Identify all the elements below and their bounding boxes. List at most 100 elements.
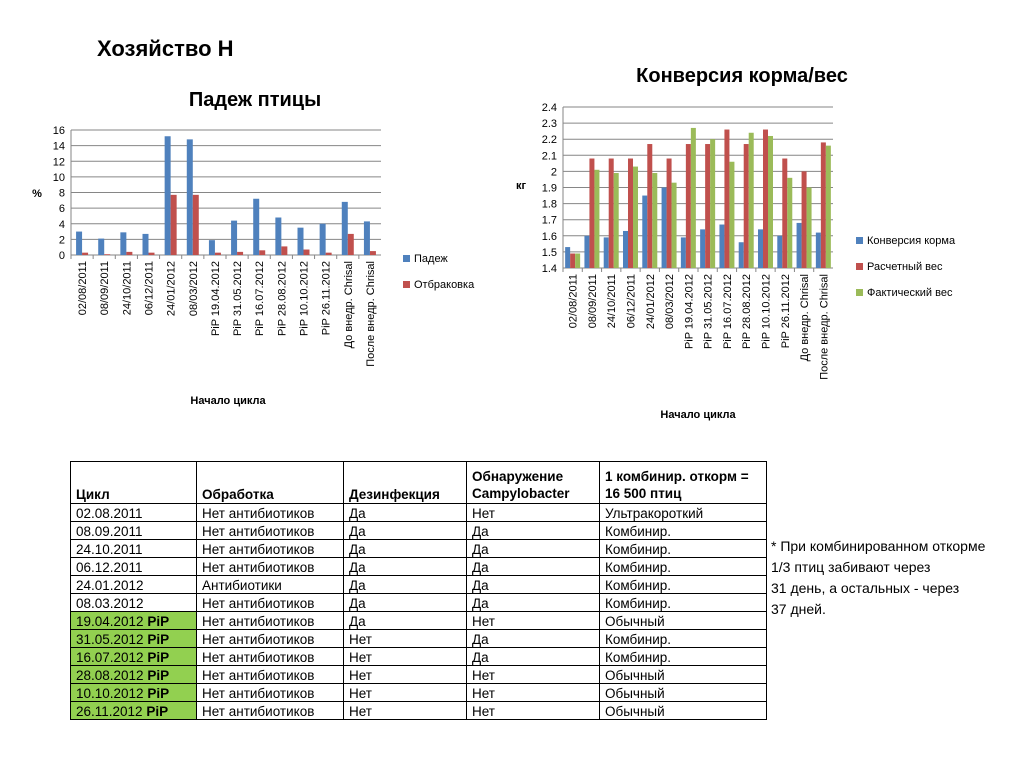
bar (705, 144, 711, 268)
cell-cycle: 24.01.2012 (70, 575, 197, 594)
cell-feeding: Комбинир. (599, 557, 767, 576)
bar (369, 251, 376, 255)
bar (782, 158, 788, 268)
note-line: 31 день, а остальных - через (771, 580, 960, 596)
cell-feeding: Комбинир. (599, 647, 767, 666)
bar (743, 144, 749, 268)
pip-marker: PiP (146, 704, 169, 719)
x-tick-label: PiP 19.04.2012 (683, 274, 695, 349)
x-tick-label: 08/09/2011 (587, 274, 599, 328)
bar (319, 223, 326, 255)
y-tick-label: 14 (53, 141, 65, 153)
cell-disinfection: Да (343, 539, 467, 558)
y-tick-label: 6 (59, 203, 65, 215)
y-tick-label: 0 (59, 250, 65, 262)
bar (820, 142, 826, 268)
x-axis-label: Начало цикла (190, 395, 266, 407)
cell-cycle: 28.08.2012 PiP (70, 665, 197, 684)
bar (608, 158, 614, 268)
table-row: 10.10.2012 PiP Нет антибиотиков Нет Нет Обыч… (70, 683, 767, 702)
x-tick-label: 06/12/2011 (144, 261, 156, 315)
x-tick-label: PiP 26.11.2012 (780, 274, 792, 348)
cell-campylobacter: Нет (466, 611, 600, 630)
bar (690, 127, 696, 269)
bar (777, 235, 783, 268)
y-tick-label: 2.2 (542, 134, 557, 146)
legend-label: Отбраковка (414, 279, 475, 291)
note-line: 37 дней. (771, 601, 826, 617)
y-tick-label: 2 (551, 166, 557, 178)
cycle-date: 31.05.2012 (76, 632, 144, 647)
cell-campylobacter: Да (466, 647, 600, 666)
cell-cycle: 26.11.2012 PiP (70, 701, 197, 720)
x-axis-label: Начало цикла (660, 409, 736, 421)
bar (303, 249, 310, 255)
y-axis-label: кг (516, 180, 527, 192)
bar (719, 224, 725, 268)
bar (710, 139, 716, 268)
cell-disinfection: Нет (343, 647, 467, 666)
cell-disinfection: Нет (343, 701, 467, 720)
bar (787, 177, 793, 268)
bar (700, 229, 706, 268)
cell-cycle: 24.10.2011 (70, 539, 197, 558)
x-tick-label: 08/09/2011 (99, 261, 111, 315)
x-tick-label: PiP 31.05.2012 (232, 261, 244, 336)
y-tick-label: 1.8 (542, 199, 557, 211)
legend-swatch (856, 263, 863, 270)
bar (214, 252, 221, 255)
table-row: 02.08.2011 Нет антибиотиков Да Нет Ультракор… (70, 503, 767, 522)
bar (633, 166, 638, 268)
y-tick-label: 4 (59, 219, 65, 231)
cell-treatment: Нет антибиотиков (196, 629, 344, 648)
table-body: 02.08.2011 Нет антибиотиков Да Нет Ультракор… (70, 503, 767, 720)
bar (126, 251, 133, 255)
cell-feeding: Обычный (599, 683, 767, 702)
cell-treatment: Антибиотики (196, 575, 344, 594)
cycle-date: 06.12.2011 (76, 560, 143, 575)
cell-feeding: Комбинир. (599, 539, 767, 558)
cell-disinfection: Да (343, 611, 467, 630)
y-tick-label: 10 (53, 172, 65, 184)
table-row: 28.08.2012 PiP Нет антибиотиков Нет Нет Обыч… (70, 665, 767, 684)
cell-treatment: Нет антибиотиков (196, 593, 344, 612)
bar (347, 233, 354, 255)
cell-cycle: 02.08.2011 (70, 503, 197, 522)
x-tick-label: До внедр. Chrisal (343, 261, 355, 348)
x-tick-label: 24/01/2012 (166, 261, 178, 316)
header-campylobacter: Обнаружение Campylobacter (466, 461, 600, 504)
y-tick-label: 2 (59, 234, 65, 246)
bar (603, 237, 609, 268)
cell-treatment: Нет антибиотиков (196, 647, 344, 666)
bar (647, 144, 653, 268)
legend-swatch (856, 237, 863, 244)
legend-swatch (403, 255, 410, 262)
x-tick-label: PiP 16.07.2012 (722, 274, 734, 349)
x-tick-label: 24/10/2011 (121, 261, 133, 315)
pip-marker: PiP (147, 632, 170, 647)
cell-cycle: 08.09.2011 (70, 521, 197, 540)
cycle-date: 24.01.2012 (76, 578, 144, 593)
x-tick-label: До внедр. Chrisal (799, 274, 811, 361)
bar (628, 158, 633, 268)
y-tick-label: 2.1 (542, 150, 557, 162)
x-tick-label: 02/08/2011 (568, 274, 580, 328)
cycle-date: 19.04.2012 (76, 614, 144, 629)
cell-disinfection: Да (343, 575, 467, 594)
cell-disinfection: Нет (343, 665, 467, 684)
cell-treatment: Нет антибиотиков (196, 701, 344, 720)
cell-feeding: Комбинир. (599, 629, 767, 648)
bar (666, 158, 672, 268)
header-disinfection: Дезинфекция (343, 461, 467, 504)
cycle-date: 26.11.2012 (76, 704, 143, 719)
bar (363, 221, 370, 255)
cell-campylobacter: Да (466, 521, 600, 540)
x-tick-label: 24/01/2012 (645, 274, 657, 329)
header-feeding-label: 1 комбинир. откорм = 16 500 птиц (605, 469, 749, 501)
cycle-date: 16.07.2012 (76, 650, 144, 665)
x-tick-label: 08/03/2012 (664, 274, 676, 329)
x-tick-label: PiP 31.05.2012 (703, 274, 715, 349)
bar (170, 194, 177, 255)
pip-marker: PiP (147, 650, 170, 665)
bar (589, 158, 595, 268)
